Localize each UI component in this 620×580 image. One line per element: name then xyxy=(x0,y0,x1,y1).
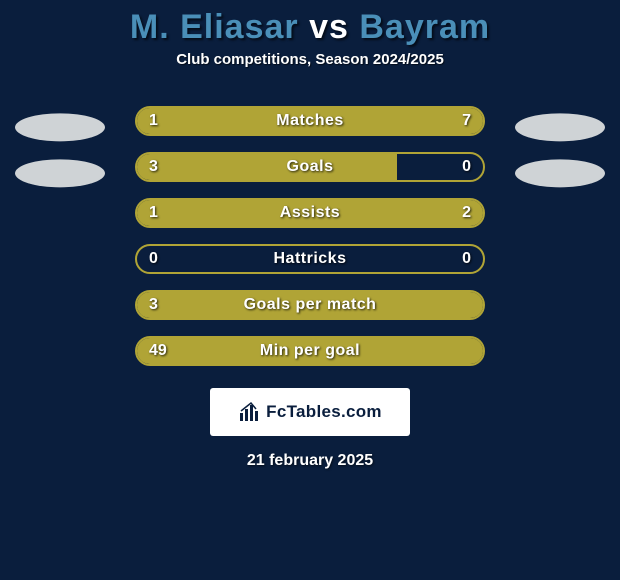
chart-icon xyxy=(238,401,260,423)
stat-label: Goals xyxy=(137,154,483,180)
stat-row: 12Assists xyxy=(0,198,620,244)
stat-bar: 49Min per goal xyxy=(135,336,485,366)
stat-row: 30Goals xyxy=(0,152,620,198)
stat-bar: 3Goals per match xyxy=(135,290,485,320)
stat-row: 3Goals per match xyxy=(0,290,620,336)
team-badge-left xyxy=(15,113,105,141)
stats-container: 17Matches 30Goals 12Assists 00Hattricks 3Goa… xyxy=(0,106,620,382)
stat-bar: 17Matches xyxy=(135,106,485,136)
vs-text: vs xyxy=(309,8,349,46)
stat-label: Hattricks xyxy=(137,246,483,272)
source-badge: FcTables.com xyxy=(210,388,410,436)
stat-row: 00Hattricks xyxy=(0,244,620,290)
team-badge-right xyxy=(515,159,605,187)
team-badge-left xyxy=(15,159,105,187)
stat-bar: 12Assists xyxy=(135,198,485,228)
stat-label: Goals per match xyxy=(137,292,483,318)
stat-label: Assists xyxy=(137,200,483,226)
footer-date: 21 february 2025 xyxy=(0,452,620,470)
subtitle: Club competitions, Season 2024/2025 xyxy=(0,51,620,68)
stat-label: Matches xyxy=(137,108,483,134)
player2-name: Bayram xyxy=(359,8,490,46)
stat-row: 17Matches xyxy=(0,106,620,152)
stat-label: Min per goal xyxy=(137,338,483,364)
player1-name: M. Eliasar xyxy=(130,8,299,46)
comparison-title: M. Eliasar vs Bayram xyxy=(0,0,620,51)
source-text: FcTables.com xyxy=(266,402,382,422)
team-badge-right xyxy=(515,113,605,141)
stat-bar: 30Goals xyxy=(135,152,485,182)
stat-row: 49Min per goal xyxy=(0,336,620,382)
stat-bar: 00Hattricks xyxy=(135,244,485,274)
